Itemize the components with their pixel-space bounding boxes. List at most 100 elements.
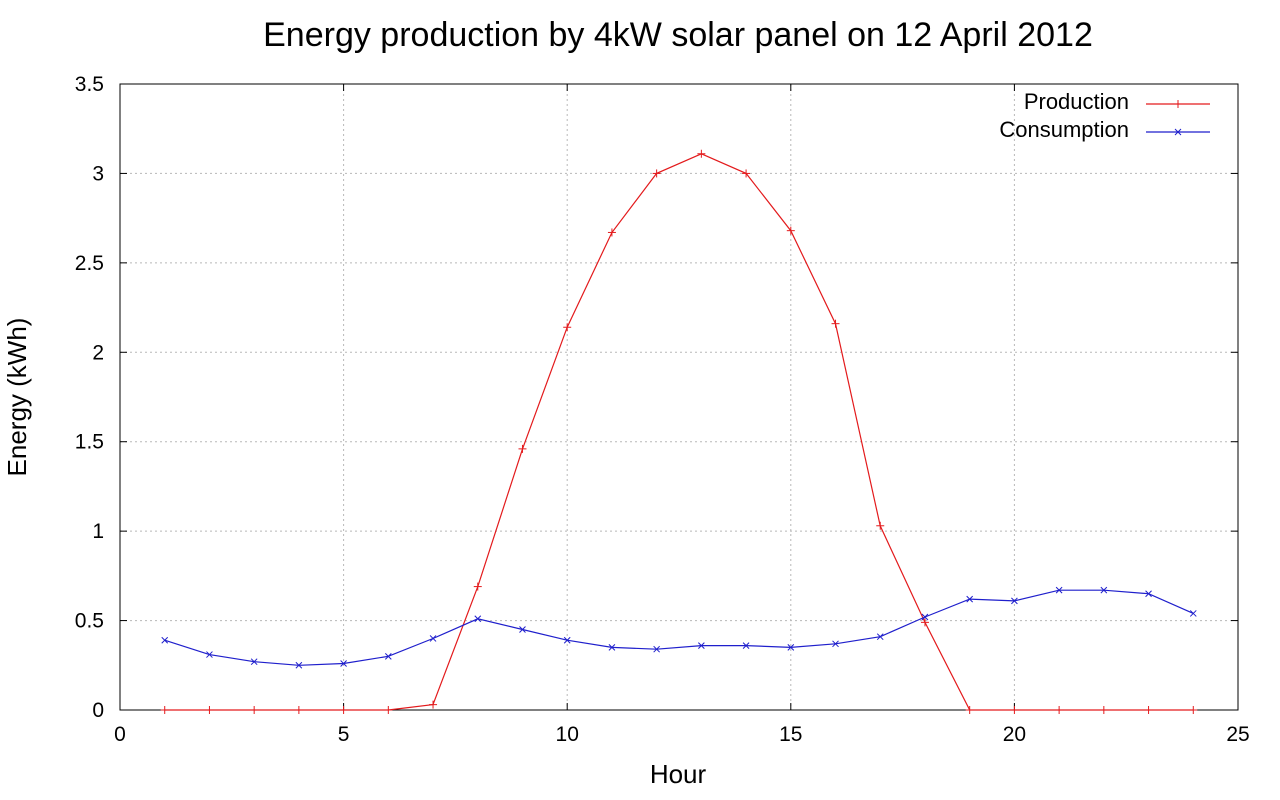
consumption-data-point [921,613,929,621]
legend-marker-production [1174,100,1182,108]
consumption-data-point [1100,586,1108,594]
consumption-data-point [563,636,571,644]
production-data-point [473,582,482,591]
x-tick-label: 5 [338,723,350,746]
consumption-series-line [164,589,1194,666]
marker-stroke [384,652,392,660]
consumption-data-point [698,642,705,649]
legend: Production Consumption [999,89,1210,142]
legend-label-consumption: Consumption [999,117,1129,142]
production-data-point [518,444,527,453]
production-data-point [831,319,840,328]
consumption-data-point [340,660,347,667]
marker-stroke [206,651,213,658]
consumption-data-point [519,626,526,633]
production-data-point [607,228,616,237]
production-data-point [876,521,885,530]
legend-marker-consumption [1174,128,1182,136]
grid-lines [120,84,1238,710]
consumption-data-point [1189,610,1197,617]
marker-stroke [921,613,929,621]
production-data-point [965,706,974,714]
marker-stroke [1100,586,1108,594]
marker-stroke [340,660,347,667]
y-tick-label: 2.5 [75,252,104,275]
x-tick-label: 20 [1003,723,1026,746]
marker-stroke [429,635,437,642]
marker-stroke [966,595,974,603]
consumption-data-point [742,642,750,649]
marker-stroke [787,644,795,651]
consumption-data-point [1011,597,1018,605]
production-data-point [294,706,303,714]
production-data-point [384,706,393,714]
y-tick-label: 0.5 [75,610,104,633]
production-data-point [563,323,572,332]
consumption-data-point [474,615,482,623]
production-data-point [742,169,751,178]
marker-stroke [742,642,750,649]
marker-stroke [474,615,482,623]
x-tick-label: 0 [114,723,126,746]
x-tick-label: 10 [556,723,579,746]
production-data-point [339,706,348,714]
axis-ticks: 0 5 10 15 20 25 0 0.5 1 1.5 2 2.5 3 3.5 [75,73,1250,746]
y-tick-label: 3.5 [75,73,104,96]
chart-title: Energy production by 4kW solar panel on … [263,16,1093,54]
marker-stroke [608,644,616,651]
data-series [160,149,1198,714]
marker-stroke [1174,128,1182,136]
marker-stroke [563,636,571,644]
marker-stroke [698,642,705,649]
legend-label-production: Production [1024,89,1129,114]
marker-stroke [161,636,169,644]
consumption-data-point [250,658,258,666]
production-data-point [1144,706,1153,714]
consumption-data-point [429,635,437,642]
production-data-point [652,169,661,178]
consumption-data-point [653,645,660,653]
plot-frame [119,83,1239,711]
marker-stroke [1011,597,1018,605]
production-data-point [1055,706,1064,714]
consumption-data-point [608,644,616,651]
marker-stroke [1145,590,1152,598]
marker-stroke [876,633,884,641]
consumption-data-point [787,644,795,651]
y-tick-label: 2 [92,341,104,364]
consumption-data-point [876,633,884,641]
legend-entry-consumption: Consumption [999,117,1210,142]
consumption-data-point [832,640,839,648]
marker-stroke [295,661,303,669]
x-tick-label: 25 [1226,723,1249,746]
legend-entry-production: Production [1024,89,1210,114]
y-axis-label: Energy (kWh) [2,318,32,477]
marker-stroke [519,626,526,633]
x-axis-label: Hour [650,759,707,789]
y-tick-label: 1.5 [75,431,104,454]
production-data-point [1099,706,1108,714]
production-data-point [160,706,169,714]
y-tick-label: 0 [92,699,104,722]
consumption-data-point [384,652,392,660]
marker-stroke [653,645,660,653]
consumption-data-point [206,651,213,658]
y-tick-label: 3 [92,162,104,185]
consumption-data-point [1055,586,1063,594]
consumption-data-point [1145,590,1152,598]
production-data-point [250,706,259,714]
production-data-point [920,618,929,627]
production-data-point [1010,706,1019,714]
marker-stroke [250,658,258,666]
marker-stroke [1189,610,1197,617]
x-tick-label: 15 [779,723,802,746]
production-data-point [1189,706,1198,714]
marker-stroke [1055,586,1063,594]
production-data-point [697,149,706,158]
marker-stroke [832,640,839,648]
y-tick-label: 1 [92,520,104,543]
production-series-line [164,153,1194,711]
production-data-point [429,700,438,709]
consumption-data-point [295,661,303,669]
